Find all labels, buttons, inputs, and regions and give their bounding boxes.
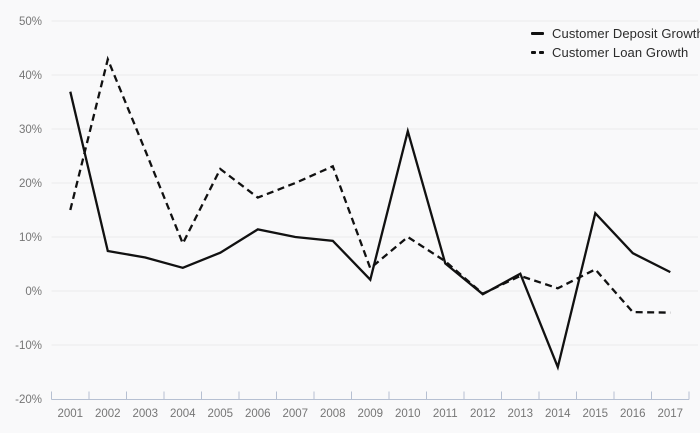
x-axis-label: 2012 xyxy=(470,408,496,420)
x-axis-label: 2010 xyxy=(395,408,421,420)
x-axis-label: 2007 xyxy=(282,408,308,420)
x-axis-label: 2001 xyxy=(57,408,83,420)
legend-label-deposit-growth: Customer Deposit Growth xyxy=(552,26,700,41)
solid-line-swatch-icon xyxy=(531,32,545,35)
y-axis-label: -20% xyxy=(15,394,42,406)
x-axis-label: 2002 xyxy=(95,408,121,420)
x-axis-label: 2017 xyxy=(657,408,683,420)
x-axis-label: 2011 xyxy=(433,408,458,420)
y-axis-label: 0% xyxy=(25,286,42,298)
x-axis-label: 2016 xyxy=(620,408,646,420)
y-axis-label: 30% xyxy=(19,124,42,136)
legend: Customer Deposit Growth Customer Loan Gr… xyxy=(531,26,700,60)
dashed-line-swatch-icon xyxy=(531,51,545,54)
x-axis-label: 2004 xyxy=(170,408,196,420)
x-axis-label: 2005 xyxy=(207,408,233,420)
legend-item-deposit-growth[interactable]: Customer Deposit Growth xyxy=(531,26,700,41)
x-axis-label: 2003 xyxy=(132,408,158,420)
series-line-solid xyxy=(69,91,671,371)
series-line-dashed xyxy=(69,55,671,314)
y-axis-label: 20% xyxy=(19,178,42,190)
x-axis-label: 2014 xyxy=(545,408,571,420)
legend-item-loan-growth[interactable]: Customer Loan Growth xyxy=(531,45,700,60)
x-axis-label: 2009 xyxy=(357,408,383,420)
y-axis-label: 10% xyxy=(19,232,42,244)
x-axis-label: 2013 xyxy=(507,408,533,420)
x-axis-label: 2006 xyxy=(245,408,271,420)
y-axis-label: 40% xyxy=(19,70,42,82)
y-axis-label: 50% xyxy=(19,16,42,28)
y-axis-label: -10% xyxy=(15,340,42,352)
x-axis-label: 2015 xyxy=(582,408,608,420)
legend-label-loan-growth: Customer Loan Growth xyxy=(552,45,689,60)
x-axis-label: 2008 xyxy=(320,408,346,420)
